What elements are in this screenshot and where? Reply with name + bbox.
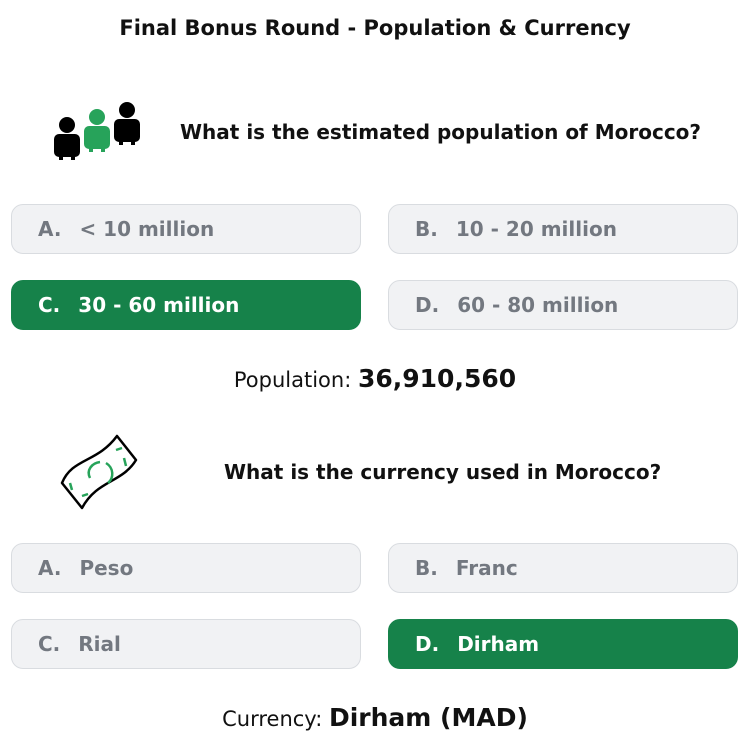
q1-option-b[interactable]: B. 10 - 20 million [388,204,738,254]
result-label: Currency: [222,707,323,731]
result-value: Dirham (MAD) [328,703,528,732]
population-result: Population: 36,910,560 [0,364,750,393]
question-2-text: What is the currency used in Morocco? [224,460,662,484]
option-label: Franc [455,556,518,580]
option-letter: C. [38,632,61,656]
q2-option-d[interactable]: D. Dirham [388,619,738,669]
result-label: Population: [233,368,352,392]
banknote-icon [60,434,138,510]
option-label: < 10 million [79,217,215,241]
people-icon [54,102,140,160]
option-label: Peso [79,556,134,580]
option-letter: D. [415,632,440,656]
question-1-text: What is the estimated population of Moro… [180,120,702,144]
result-value: 36,910,560 [357,364,517,393]
q1-option-c[interactable]: C. 30 - 60 million [11,280,361,330]
q2-option-a[interactable]: A. Peso [11,543,361,593]
q2-option-c[interactable]: C. Rial [11,619,361,669]
option-letter: A. [38,217,62,241]
option-letter: B. [415,217,438,241]
option-letter: A. [38,556,62,580]
option-label: Dirham [457,632,540,656]
option-letter: C. [38,293,61,317]
page-title: Final Bonus Round - Population & Currenc… [119,16,631,40]
q1-option-a[interactable]: A. < 10 million [11,204,361,254]
option-label: 60 - 80 million [457,293,619,317]
q1-option-d[interactable]: D. 60 - 80 million [388,280,738,330]
currency-result: Currency: Dirham (MAD) [0,703,750,732]
option-letter: D. [415,293,440,317]
option-letter: B. [415,556,438,580]
q2-option-b[interactable]: B. Franc [388,543,738,593]
option-label: 10 - 20 million [455,217,617,241]
option-label: 30 - 60 million [78,293,240,317]
option-label: Rial [78,632,121,656]
